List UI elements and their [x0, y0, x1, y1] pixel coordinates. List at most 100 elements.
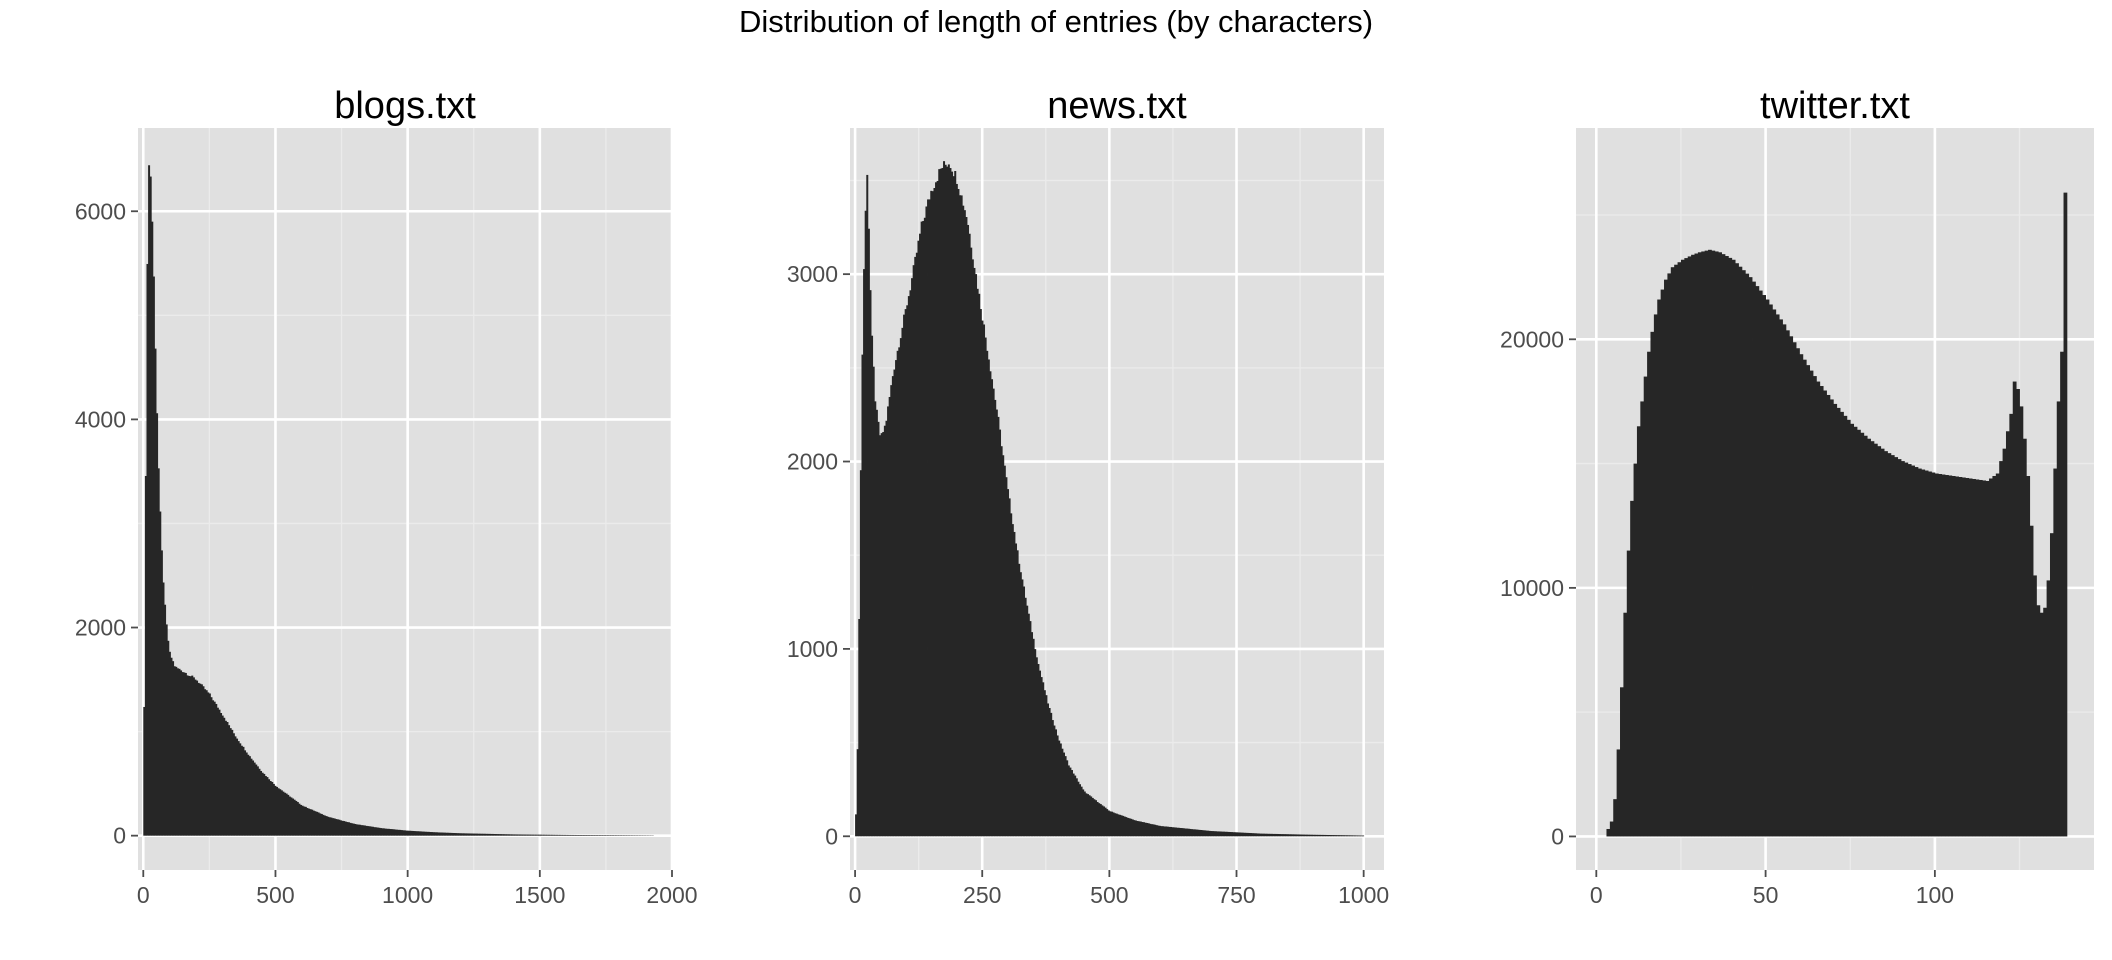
histogram-bar [1085, 793, 1088, 837]
histogram-bar [1307, 834, 1310, 837]
histogram-bar [467, 833, 470, 836]
histogram-bar [1182, 828, 1185, 837]
histogram-bar [999, 429, 1002, 837]
histogram-bar [506, 834, 509, 836]
histogram-bar [336, 819, 339, 836]
histogram-bar [165, 624, 168, 836]
histogram-bar [207, 692, 210, 836]
histogram-bar [1911, 465, 1915, 837]
histogram-bar [912, 265, 915, 837]
histogram-bar [1206, 830, 1209, 837]
histogram-bar [1816, 381, 1821, 837]
histogram-bar [224, 720, 227, 836]
panel-2: twitter.txt 0 10000 20000 0 50 100 [1500, 85, 2094, 908]
histogram-bar [1134, 820, 1137, 837]
histogram-bar [1099, 804, 1102, 837]
histogram-bar [391, 829, 394, 836]
histogram-bar [232, 733, 235, 836]
histogram-bar [1048, 708, 1051, 837]
histogram-bar [1633, 463, 1638, 837]
histogram-bar [602, 835, 605, 836]
histogram-bar [594, 835, 597, 836]
histogram-bar [1272, 833, 1275, 837]
histogram-bar [1802, 359, 1807, 837]
histogram-bar [915, 252, 918, 837]
histogram-bar [1102, 806, 1105, 837]
histogram-bar [1275, 833, 1278, 837]
histogram-bar [226, 722, 229, 836]
histogram-bar [968, 233, 971, 837]
histogram-bar [2060, 351, 2064, 837]
histogram-bar [1195, 829, 1198, 837]
histogram-bar [1003, 465, 1006, 837]
histogram-bar [571, 834, 574, 836]
histogram-bar [1921, 469, 1926, 837]
histogram-bar [157, 468, 160, 836]
histogram-bar [194, 679, 197, 836]
x-tick-label: 500 [1090, 882, 1128, 908]
histogram-bar [930, 190, 933, 837]
histogram-bar [1221, 831, 1224, 837]
histogram-bar [1015, 543, 1018, 837]
histogram-bar [1630, 500, 1634, 837]
histogram-bar [914, 256, 917, 837]
histogram-bar [290, 797, 293, 836]
panel-0: blogs.txt 0 2000 4000 6000 0 500 1000 1500 2000 [75, 85, 698, 908]
histogram-bar [1023, 586, 1026, 837]
histogram-bar [1636, 426, 1641, 837]
histogram-bar [455, 833, 458, 836]
histogram-bar [1347, 835, 1350, 837]
histogram-bar [237, 741, 240, 836]
histogram-bar [1230, 832, 1233, 837]
histogram-bar [1789, 336, 1794, 837]
histogram-bar [967, 224, 970, 837]
histogram-bar [1623, 612, 1628, 837]
histogram-bar [952, 176, 955, 837]
histogram-bar [202, 686, 205, 836]
histogram-bar [879, 435, 882, 837]
histogram-bar [928, 199, 931, 837]
x-tick-label: 100 [1916, 882, 1954, 908]
histogram-bar [1186, 828, 1189, 837]
histogram-bar [1352, 835, 1355, 837]
histogram-bar [1216, 831, 1219, 837]
histogram-bar [143, 706, 146, 836]
histogram-bar [499, 834, 502, 836]
histogram-bar [1086, 794, 1089, 837]
histogram-bar [483, 833, 486, 836]
histogram-bar [1027, 613, 1030, 837]
histogram-bar [1741, 270, 1746, 837]
histogram-bar [995, 409, 998, 837]
histogram-bar [863, 269, 866, 837]
histogram-bar [1072, 773, 1075, 837]
histogram-bar [1066, 760, 1069, 837]
histogram-bar [1762, 295, 1766, 837]
histogram-bar [1029, 621, 1032, 837]
histogram-bar [461, 833, 464, 836]
y-tick-label: 2000 [75, 615, 126, 641]
histogram-bar [212, 700, 215, 836]
histogram-bar [445, 832, 448, 836]
histogram-bar [2002, 448, 2007, 837]
histogram-bar [933, 188, 936, 837]
histogram-bar [1163, 826, 1166, 837]
histogram-bar [1000, 446, 1003, 837]
histogram-bar [1174, 827, 1177, 837]
histogram-bar [359, 824, 362, 836]
histogram-bar [167, 640, 170, 836]
histogram-bar [296, 802, 299, 836]
histogram-bar [1162, 826, 1165, 837]
x-tick-label: 50 [1753, 882, 1779, 908]
histogram-bar [1110, 811, 1113, 837]
histogram-bar [2012, 381, 2017, 837]
histogram-bar [213, 701, 216, 836]
histogram-bar [523, 834, 526, 836]
histogram-bar [1269, 833, 1272, 837]
histogram-bar [1785, 330, 1790, 837]
histogram-bar [911, 278, 914, 837]
histogram-bar [567, 834, 570, 836]
histogram-bar [2019, 406, 2024, 837]
histogram-bar [178, 668, 181, 836]
histogram-bar [1975, 479, 1980, 837]
